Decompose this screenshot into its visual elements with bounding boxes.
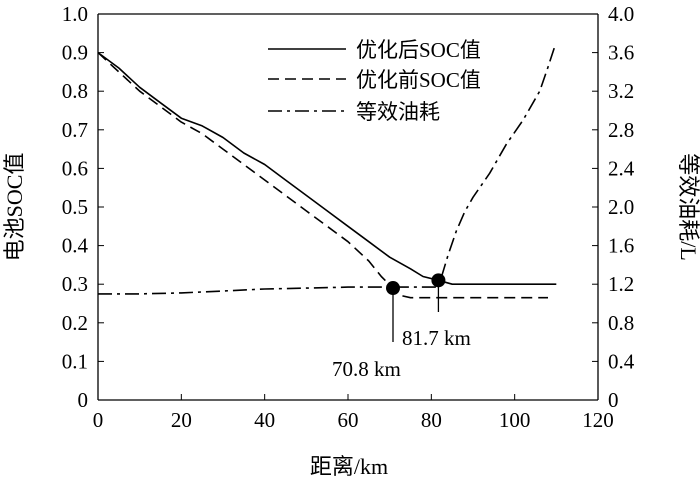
annotation-marker-1	[386, 281, 400, 296]
annotation-label-1: 70.8 km	[332, 357, 401, 381]
y2-tick-label: 4.0	[608, 2, 634, 26]
y-tick-label: 0.3	[62, 272, 88, 296]
x-tick-label: 60	[338, 408, 359, 432]
y-tick-label: 0.5	[62, 195, 88, 219]
y-tick-label: 0.7	[62, 118, 88, 142]
y2-tick-label: 3.6	[608, 41, 634, 65]
y-tick-label: 0	[78, 388, 89, 412]
y2-tick-label: 0	[608, 388, 619, 412]
x-tick-label: 80	[421, 408, 442, 432]
y-tick-label: 0.8	[62, 79, 88, 103]
y2-tick-label: 0.8	[608, 311, 634, 335]
series-line-2	[97, 52, 548, 299]
y-tick-label: 1.0	[62, 2, 88, 26]
y-tick-label: 0.6	[62, 156, 88, 180]
y2-tick-label: 2.0	[608, 195, 634, 219]
x-tick-label: 100	[499, 408, 531, 432]
y2-tick-label: 1.6	[608, 234, 634, 258]
annotation-label-2: 81.7 km	[402, 326, 471, 350]
y-tick-label: 0.1	[62, 349, 88, 373]
series-line-3	[98, 47, 556, 295]
y-tick-label: 0.9	[62, 41, 88, 65]
legend-label-1: 优化后SOC值	[356, 38, 481, 62]
x-tick-label: 40	[254, 408, 275, 432]
y2-tick-label: 2.4	[608, 156, 635, 180]
x-tick-label: 0	[93, 408, 104, 432]
y2-tick-label: 3.2	[608, 79, 634, 103]
x-tick-label: 20	[171, 408, 192, 432]
y-tick-label: 0.2	[62, 311, 88, 335]
x-tick-label: 120	[582, 408, 614, 432]
annotation-marker-2	[431, 273, 446, 288]
x-axis-title: 距离/km	[310, 454, 388, 479]
y2-tick-label: 2.8	[608, 118, 634, 142]
y2-tick-label: 1.2	[608, 272, 634, 296]
series	[97, 47, 557, 299]
axes	[97, 13, 599, 401]
y2-tick-label: 0.4	[608, 349, 635, 373]
series-line-1	[97, 51, 557, 286]
legend-label-2: 优化前SOC值	[356, 68, 481, 92]
y2-axis-title: 等效油耗/L	[676, 153, 700, 261]
ticks: 0 20 40 60 80 100 12000.10.20.30.40.50.60.70.8…	[62, 2, 635, 432]
y-tick-label: 0.4	[62, 234, 89, 258]
y-axis-title: 电池SOC值	[2, 153, 27, 262]
legend-label-3: 等效油耗	[356, 100, 440, 124]
